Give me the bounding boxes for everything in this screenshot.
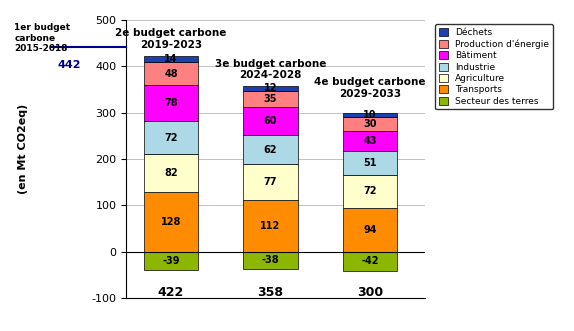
Text: 94: 94	[363, 225, 377, 235]
Bar	[343, 131, 397, 151]
Text: 358: 358	[258, 286, 284, 299]
Legend: Déchets, Production d'énergie, Bâtiment, Industrie, Agriculture, Transports, Sec: Déchets, Production d'énergie, Bâtiment,…	[435, 24, 553, 110]
Text: 4e budget carbone
2029-2033: 4e budget carbone 2029-2033	[315, 77, 426, 99]
Text: -42: -42	[361, 256, 379, 266]
Text: 1er budget
carbone
2015-2018: 1er budget carbone 2015-2018	[14, 23, 71, 53]
Text: -39: -39	[162, 256, 180, 265]
Bar	[144, 154, 199, 192]
Bar	[243, 164, 298, 200]
Text: (en Mt CO2eq): (en Mt CO2eq)	[18, 104, 28, 194]
Bar	[144, 85, 199, 121]
Bar	[343, 252, 397, 271]
Text: 43: 43	[363, 136, 377, 146]
Bar	[144, 252, 199, 270]
Bar	[243, 108, 298, 135]
Bar	[343, 208, 397, 252]
Bar	[144, 192, 199, 252]
Text: 30: 30	[363, 119, 377, 129]
Bar	[144, 121, 199, 154]
Text: 35: 35	[264, 94, 277, 104]
Text: 442: 442	[57, 60, 80, 70]
Text: 48: 48	[164, 69, 178, 79]
Text: 51: 51	[363, 158, 377, 168]
Bar	[243, 200, 298, 252]
Bar	[343, 151, 397, 175]
Text: 128: 128	[161, 217, 181, 227]
Text: 72: 72	[164, 132, 178, 143]
Text: 112: 112	[261, 220, 281, 231]
Bar	[144, 56, 199, 63]
Text: 422: 422	[158, 286, 184, 299]
Text: 72: 72	[363, 186, 377, 196]
Text: 60: 60	[264, 116, 277, 126]
Text: 3e budget carbone
2024-2028: 3e budget carbone 2024-2028	[215, 59, 326, 80]
Bar	[243, 252, 298, 269]
Text: 300: 300	[357, 286, 383, 299]
Text: 82: 82	[164, 168, 178, 178]
Text: 62: 62	[264, 145, 277, 155]
Text: -38: -38	[262, 255, 280, 265]
Bar	[243, 91, 298, 108]
Bar	[343, 117, 397, 131]
Text: 77: 77	[264, 177, 277, 187]
Bar	[144, 63, 199, 85]
Bar	[243, 135, 298, 164]
Bar	[343, 113, 397, 117]
Text: 12: 12	[264, 83, 277, 93]
Bar	[343, 175, 397, 208]
Bar	[243, 86, 298, 91]
Text: 14: 14	[164, 54, 178, 64]
Text: 10: 10	[363, 110, 377, 120]
Text: 2e budget carbone
2019-2023: 2e budget carbone 2019-2023	[115, 28, 227, 50]
Text: 78: 78	[164, 98, 178, 108]
